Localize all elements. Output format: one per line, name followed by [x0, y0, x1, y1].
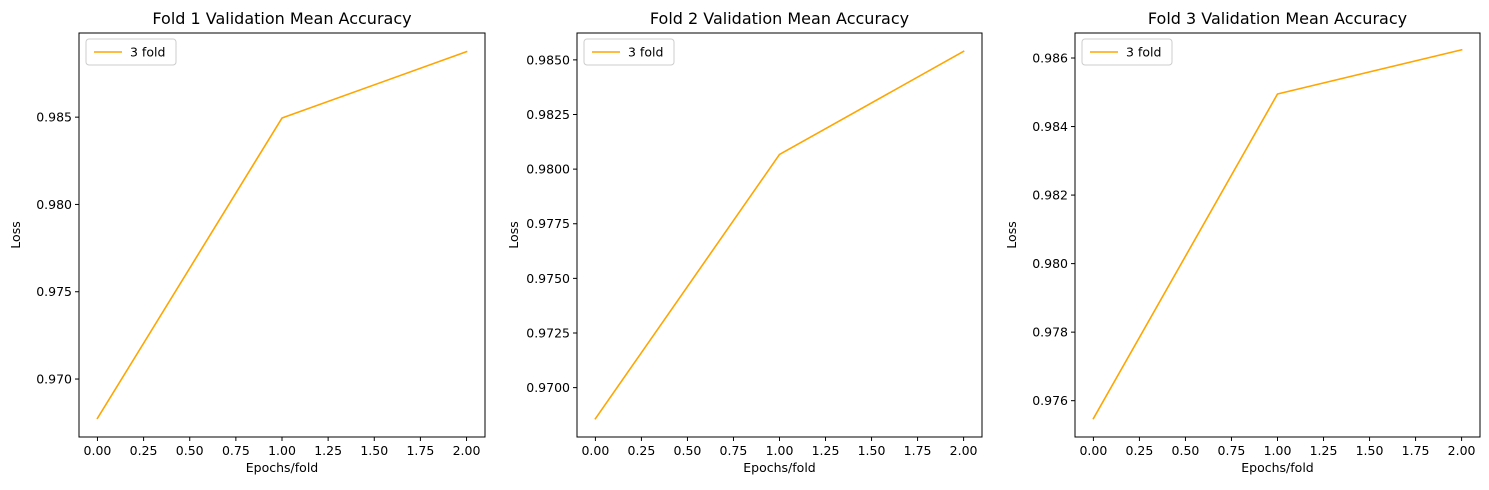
x-tick-label: 0.25 [1126, 443, 1154, 458]
y-tick-label: 0.978 [1032, 325, 1068, 340]
axes-frame [78, 32, 486, 438]
series-line [594, 50, 965, 420]
x-axis-label: Epochs/fold [1241, 460, 1313, 475]
y-tick-label: 0.986 [1032, 51, 1068, 66]
x-tick-label: 1.50 [858, 443, 886, 458]
y-tick-label: 0.970 [36, 372, 72, 387]
x-tick-label: 1.50 [1356, 443, 1384, 458]
y-tick-label: 0.975 [36, 284, 72, 299]
x-tick-label: 1.00 [268, 443, 296, 458]
x-tick-label: 1.25 [314, 443, 342, 458]
y-tick-label: 0.980 [36, 197, 72, 212]
subplot-3: Fold 3 Validation Mean Accuracy 0.00 0.25 0… [1004, 9, 1481, 475]
y-axis-label: Loss [506, 221, 521, 248]
x-tick-label: 0.75 [222, 443, 250, 458]
x-tick-label: 1.25 [812, 443, 840, 458]
y-tick-label: 0.980 [1032, 256, 1068, 271]
y-tick-label: 0.9800 [526, 162, 570, 177]
x-tick-label: 1.75 [406, 443, 434, 458]
x-tick-label: 0.50 [176, 443, 204, 458]
x-tick-label: 0.00 [581, 443, 609, 458]
legend-label: 3 fold [628, 45, 663, 60]
y-tick-label: 0.9700 [526, 380, 570, 395]
legend: 3 fold [583, 38, 675, 66]
x-tick-label: 1.00 [766, 443, 794, 458]
x-tick-label: 0.75 [1218, 443, 1246, 458]
y-tick-label: 0.982 [1032, 188, 1068, 203]
y-axis-label: Loss [1004, 221, 1019, 248]
subplot-1: Fold 1 Validation Mean Accuracy 0.00 0.25 0… [8, 9, 486, 475]
y-tick-label: 0.9775 [526, 216, 570, 231]
y-tick-label: 0.984 [1032, 119, 1068, 134]
legend: 3 fold [85, 38, 177, 66]
legend: 3 fold [1081, 38, 1173, 66]
x-axis-label: Epochs/fold [246, 460, 318, 475]
chart-title: Fold 2 Validation Mean Accuracy [650, 9, 909, 28]
x-axis-label: Epochs/fold [743, 460, 815, 475]
chart-title: Fold 3 Validation Mean Accuracy [1148, 9, 1407, 28]
series-line [96, 50, 468, 420]
axes-frame [576, 32, 983, 438]
x-tick-label: 0.50 [674, 443, 702, 458]
legend-box [583, 38, 675, 66]
x-tick-label: 0.25 [628, 443, 656, 458]
legend-label: 3 fold [1126, 45, 1161, 60]
x-tick-label: 1.25 [1310, 443, 1338, 458]
y-tick-label: 0.9825 [526, 107, 570, 122]
y-tick-label: 0.9725 [526, 325, 570, 340]
x-tick-label: 2.00 [453, 443, 481, 458]
x-tick-label: 1.50 [360, 443, 388, 458]
x-tick-label: 2.00 [950, 443, 978, 458]
y-tick-label: 0.976 [1032, 393, 1068, 408]
chart-title: Fold 1 Validation Mean Accuracy [152, 9, 411, 28]
x-tick-label: 0.00 [1079, 443, 1107, 458]
y-tick-label: 0.9850 [526, 52, 570, 67]
x-tick-label: 0.75 [720, 443, 748, 458]
y-tick-label: 0.9750 [526, 271, 570, 286]
x-tick-label: 1.75 [904, 443, 932, 458]
y-axis-label: Loss [8, 221, 23, 248]
x-tick-label: 0.00 [84, 443, 112, 458]
x-tick-label: 2.00 [1448, 443, 1476, 458]
legend-label: 3 fold [130, 45, 165, 60]
x-tick-label: 1.75 [1402, 443, 1430, 458]
y-tick-label: 0.985 [36, 110, 72, 125]
legend-box [85, 38, 177, 66]
series-line [1092, 48, 1463, 420]
legend-box [1081, 38, 1173, 66]
subplot-2: Fold 2 Validation Mean Accuracy 0.00 0.25 0… [506, 9, 983, 475]
x-tick-label: 0.50 [1172, 443, 1200, 458]
axes-frame [1074, 32, 1481, 438]
x-tick-label: 0.25 [130, 443, 158, 458]
x-tick-label: 1.00 [1264, 443, 1292, 458]
